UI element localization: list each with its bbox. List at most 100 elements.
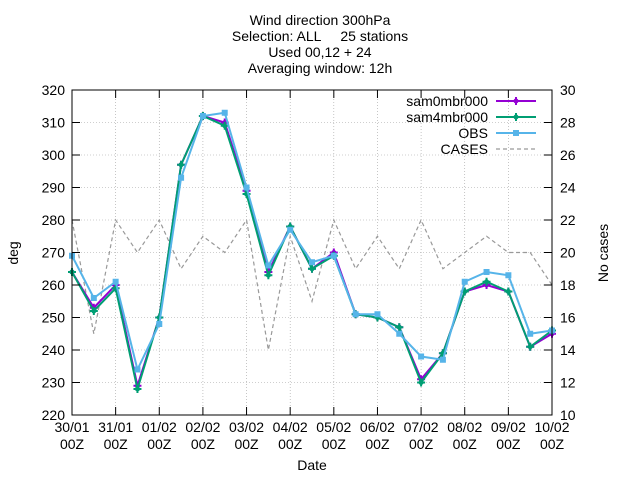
legend-label-sam4mbr000: sam4mbr000 [406, 109, 488, 125]
y-tick-label: 250 [42, 310, 66, 326]
x-tick-label-time: 00Z [60, 436, 85, 452]
y2-tick-label: 24 [560, 180, 576, 196]
title-line-4: Averaging window: 12h [248, 60, 393, 76]
y2-tick-label: 18 [560, 277, 576, 293]
data-point-OBS [396, 330, 403, 337]
data-point-OBS [90, 295, 97, 301]
series-OBS [69, 109, 555, 373]
x-tick-label-time: 00Z [147, 436, 172, 452]
y-tick-label: 240 [42, 342, 66, 358]
x-tick-label-time: 00Z [365, 436, 390, 452]
data-point-sam4mbr000 [504, 287, 513, 296]
x-tick-label-time: 00Z [322, 436, 347, 452]
y2-tick-label: 26 [560, 147, 576, 163]
y2-tick-label: 22 [560, 212, 576, 228]
legend-marker-sam0mbr000 [512, 97, 520, 105]
data-point-OBS [178, 174, 185, 181]
x-tick-label-date: 05/02 [316, 419, 351, 435]
x-tick-label-date: 30/01 [54, 419, 89, 435]
y-tick-label: 280 [42, 212, 66, 228]
data-point-OBS [483, 269, 490, 275]
data-point-OBS [112, 278, 119, 285]
y-tick-label: 290 [42, 180, 66, 196]
x-tick-label-time: 00Z [540, 436, 565, 452]
data-point-OBS [199, 113, 206, 119]
data-point-OBS [265, 262, 272, 269]
data-point-sam4mbr000 [395, 323, 404, 332]
y2-tick-label: 20 [560, 245, 576, 261]
x-tick-label-date: 08/02 [447, 419, 482, 435]
x-tick-label-date: 02/02 [185, 419, 220, 435]
x-tick-label-time: 00Z [409, 436, 434, 452]
data-point-sam4mbr000 [133, 385, 142, 393]
x-tick-label-date: 31/01 [98, 419, 133, 435]
data-point-sam4mbr000 [89, 307, 98, 315]
y2-tick-label: 12 [560, 375, 576, 391]
y2-tick-label: 16 [560, 310, 576, 326]
y-tick-label: 320 [42, 82, 66, 98]
series-line-CASES [71, 218, 553, 351]
legend-marker-OBS [513, 130, 519, 136]
data-point-OBS [352, 311, 359, 318]
x-tick-label-time: 00Z [453, 436, 478, 452]
data-point-OBS [156, 321, 163, 327]
data-point-OBS [439, 356, 446, 363]
y2-axis-label: No cases [595, 224, 611, 282]
data-point-OBS [505, 272, 512, 279]
title-line-2: Selection: ALL 25 stations [232, 28, 408, 44]
data-point-OBS [418, 353, 425, 360]
legend-label-OBS: OBS [458, 125, 488, 141]
y2-tick-label: 28 [560, 115, 576, 131]
series-CASES [71, 218, 553, 351]
ticks: 220 230 240 250 260 270 280 290 300 310 320 10 12 14 1… [42, 82, 576, 452]
data-point-OBS [309, 259, 315, 266]
series-layer [68, 109, 556, 393]
x-tick-label-date: 01/02 [142, 419, 177, 435]
x-tick-label-time: 00Z [278, 436, 303, 452]
data-point-OBS [287, 226, 294, 233]
x-tick-label-date: 03/02 [229, 419, 264, 435]
data-point-sam4mbr000 [482, 277, 491, 286]
data-point-OBS [243, 184, 250, 191]
grid [72, 90, 552, 415]
data-point-sam4mbr000 [264, 271, 273, 280]
data-point-OBS [330, 252, 337, 259]
data-point-OBS [527, 330, 534, 337]
legend-marker-sam4mbr000 [512, 113, 520, 121]
x-tick-label-date: 09/02 [491, 419, 526, 435]
x-tick-label-time: 00Z [234, 436, 259, 452]
legend-label-CASES: CASES [441, 141, 488, 157]
x-tick-label-date: 06/02 [360, 419, 395, 435]
data-point-sam4mbr000 [220, 121, 229, 130]
x-tick-label-time: 00Z [496, 436, 521, 452]
data-point-OBS [461, 278, 468, 285]
x-tick-label-date: 04/02 [273, 419, 308, 435]
x-tick-label-date: 10/02 [534, 419, 569, 435]
y2-tick-label: 14 [560, 342, 576, 358]
x-tick-label-date: 07/02 [404, 419, 439, 435]
x-axis-label: Date [297, 457, 327, 473]
y2-tick-label: 30 [560, 82, 576, 98]
y-tick-label: 220 [42, 407, 66, 423]
y-tick-label: 310 [42, 115, 66, 131]
data-point-sam4mbr000 [417, 378, 426, 387]
data-point-sam4mbr000 [526, 342, 535, 351]
y-tick-label: 300 [42, 147, 66, 163]
title-line-1: Wind direction 300hPa [250, 12, 391, 28]
chart-title: Wind direction 300hPa Selection: ALL 25 … [232, 12, 408, 76]
y-tick-label: 260 [42, 277, 66, 293]
x-tick-label-time: 00Z [191, 436, 216, 452]
y-axis-label: deg [5, 241, 21, 264]
y2-tick-label: 10 [560, 407, 576, 423]
data-point-OBS [374, 311, 381, 318]
x-tick-label-time: 00Z [104, 436, 129, 452]
data-point-sam4mbr000 [308, 264, 316, 273]
title-line-3: Used 00,12 + 24 [268, 44, 371, 60]
data-point-OBS [221, 109, 228, 116]
y-tick-label: 230 [42, 375, 66, 391]
legend-label-sam0mbr000: sam0mbr000 [406, 93, 488, 109]
data-point-OBS [134, 366, 141, 373]
data-point-sam4mbr000 [177, 160, 186, 169]
